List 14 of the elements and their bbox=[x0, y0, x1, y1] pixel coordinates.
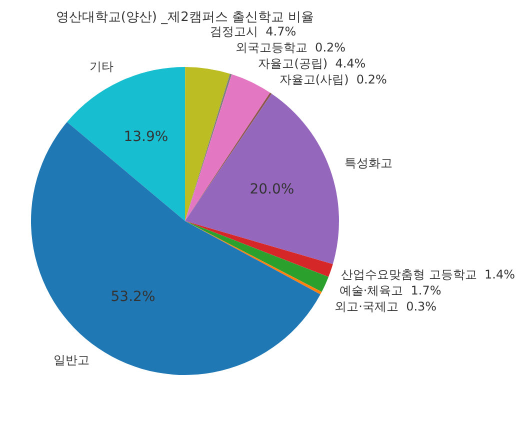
data-label: 13.9% bbox=[124, 128, 168, 145]
slice-label: 외고·국제고 0.3% bbox=[334, 300, 437, 314]
slice-label: 외국고등학교 0.2% bbox=[235, 40, 346, 54]
slice-label: 특성화고 bbox=[344, 156, 392, 170]
chart-title: 영산대학교(양산) _제2캠퍼스 출신학교 비율 bbox=[54, 9, 316, 26]
slice-label: 산업수요맞춤형 고등학교 1.4% bbox=[341, 268, 516, 282]
slice-label: 검정고시 4.7% bbox=[210, 24, 296, 38]
data-label: 20.0% bbox=[250, 181, 294, 198]
slice-label: 예술·체육고 1.7% bbox=[339, 284, 442, 298]
slice-label: 자율고(사립) 0.2% bbox=[279, 72, 387, 86]
slice-label: 일반고 bbox=[54, 353, 90, 368]
data-label: 53.2% bbox=[110, 289, 156, 306]
slice-label: 기타 bbox=[89, 60, 114, 74]
slice-label: 자율고(공립) 4.4% bbox=[258, 56, 366, 70]
